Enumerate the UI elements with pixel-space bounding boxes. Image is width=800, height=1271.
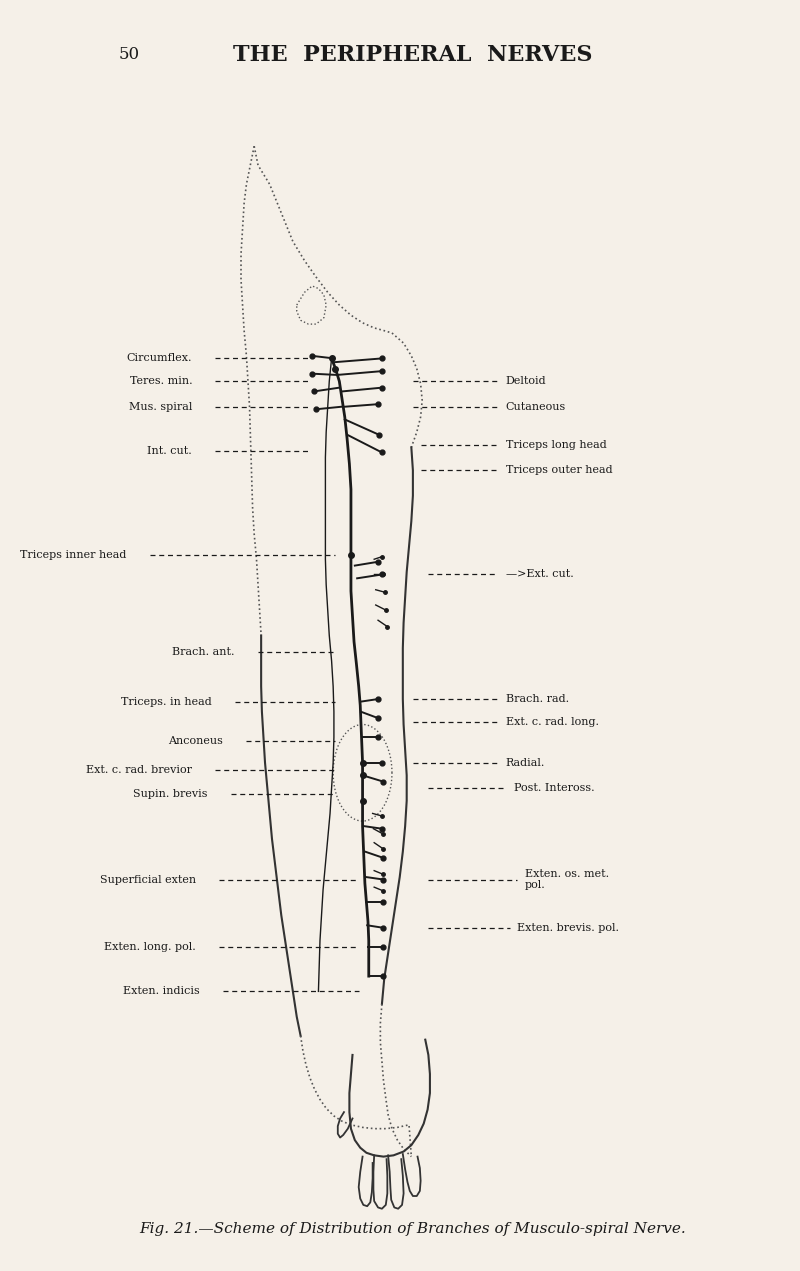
Text: Teres. min.: Teres. min. (130, 376, 192, 386)
Text: Superficial exten: Superficial exten (100, 874, 196, 885)
Text: Exten. os. met.
pol.: Exten. os. met. pol. (525, 869, 610, 890)
Text: Brach. ant.: Brach. ant. (172, 647, 235, 657)
Text: Triceps outer head: Triceps outer head (506, 465, 613, 475)
Text: Fig. 21.—Scheme of Distribution of Branches of Musculo-spiral Nerve.: Fig. 21.—Scheme of Distribution of Branc… (139, 1221, 686, 1237)
Text: Triceps long head: Triceps long head (506, 440, 606, 450)
Text: Anconeus: Anconeus (168, 736, 223, 746)
Text: Circumflex.: Circumflex. (126, 353, 192, 364)
Text: Exten. long. pol.: Exten. long. pol. (104, 942, 196, 952)
Text: Mus. spiral: Mus. spiral (129, 402, 192, 412)
Text: Triceps inner head: Triceps inner head (20, 550, 126, 561)
Text: Ext. c. rad. brevior: Ext. c. rad. brevior (86, 765, 192, 775)
Text: Brach. rad.: Brach. rad. (506, 694, 569, 704)
Text: Triceps. in head: Triceps. in head (121, 697, 211, 707)
Text: Cutaneous: Cutaneous (506, 402, 566, 412)
Text: Supin. brevis: Supin. brevis (134, 789, 208, 799)
Text: —>Ext. cut.: —>Ext. cut. (506, 569, 574, 580)
Text: Radial.: Radial. (506, 758, 545, 768)
Text: Int. cut.: Int. cut. (147, 446, 192, 456)
Text: THE  PERIPHERAL  NERVES: THE PERIPHERAL NERVES (233, 43, 593, 66)
Text: 50: 50 (118, 46, 140, 64)
Text: Post. Inteross.: Post. Inteross. (514, 783, 594, 793)
Text: Ext. c. rad. long.: Ext. c. rad. long. (506, 717, 598, 727)
Text: Exten. brevis. pol.: Exten. brevis. pol. (518, 923, 619, 933)
Text: Deltoid: Deltoid (506, 376, 546, 386)
Text: Exten. indicis: Exten. indicis (123, 986, 200, 996)
